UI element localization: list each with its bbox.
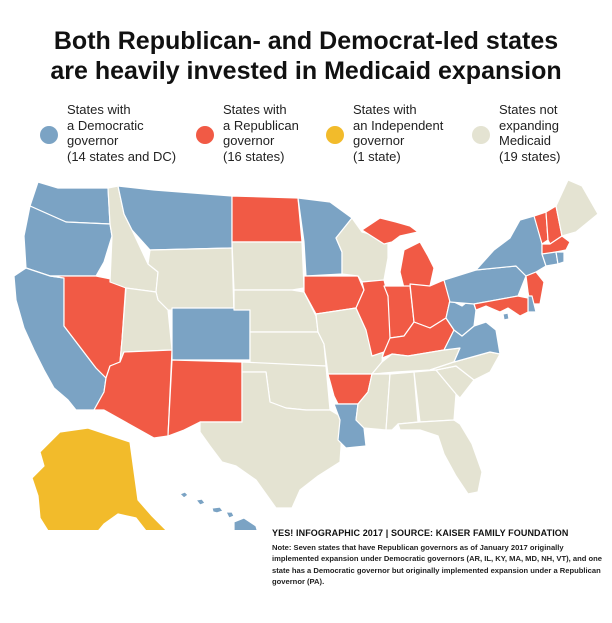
legend-text-line: a Republican — [223, 117, 299, 133]
title-line-2: are heavily invested in Medicaid expansi… — [50, 57, 562, 85]
page-title: Both Republican- and Democrat-led states… — [0, 26, 612, 86]
legend-text-line: States with — [223, 102, 287, 117]
legend-swatch-not-expanding — [472, 126, 490, 144]
state-dc — [502, 312, 510, 321]
source-credit: YES! INFOGRAPHIC 2017 | SOURCE: KAISER F… — [272, 528, 569, 538]
legend-text-line: (16 states) — [223, 148, 285, 164]
us-map — [13, 179, 599, 530]
source-block: YES! INFOGRAPHIC 2017 | SOURCE: KAISER F… — [272, 528, 602, 588]
state-nd — [231, 195, 303, 243]
state-sd — [231, 241, 305, 291]
legend-text-line: governor — [67, 133, 119, 148]
state-md — [473, 295, 529, 317]
state-al — [385, 371, 419, 431]
legend-text-line: (14 states and DC) — [67, 148, 177, 164]
legend-swatch-independent — [326, 126, 344, 144]
legend-text-line: (1 state) — [353, 148, 401, 164]
state-fl — [397, 419, 483, 495]
state-mi — [361, 217, 435, 289]
state-ny — [475, 215, 547, 277]
legend-text-line: an Independent — [353, 117, 444, 133]
legend-text-line: States with — [353, 102, 417, 117]
state-co — [171, 307, 251, 361]
legend-text-line: governor — [223, 133, 275, 148]
legend-text-line: expanding — [499, 117, 559, 133]
legend-text-line: governor — [353, 133, 405, 148]
state-ri — [555, 251, 565, 265]
state-tx — [199, 371, 343, 509]
legend: States with a Democratic governor (14 st… — [0, 102, 612, 172]
state-ks — [249, 331, 327, 367]
title-line-1: Both Republican- and Democrat-led states — [53, 27, 559, 55]
legend-swatch-democratic — [40, 126, 58, 144]
state-ak — [31, 427, 167, 530]
legend-text-line: a Democratic — [67, 117, 144, 133]
legend-swatch-republican — [196, 126, 214, 144]
state-me — [555, 179, 599, 237]
footnote: Note: Seven states that have Republican … — [272, 543, 602, 587]
legend-text-line: States not — [499, 102, 558, 117]
state-hi — [179, 491, 258, 530]
state-wi — [335, 217, 389, 283]
legend-text-line: (19 states) — [499, 148, 561, 164]
legend-text-line: States with — [67, 102, 131, 117]
state-or — [23, 205, 113, 277]
legend-text-line: Medicaid — [499, 133, 552, 148]
